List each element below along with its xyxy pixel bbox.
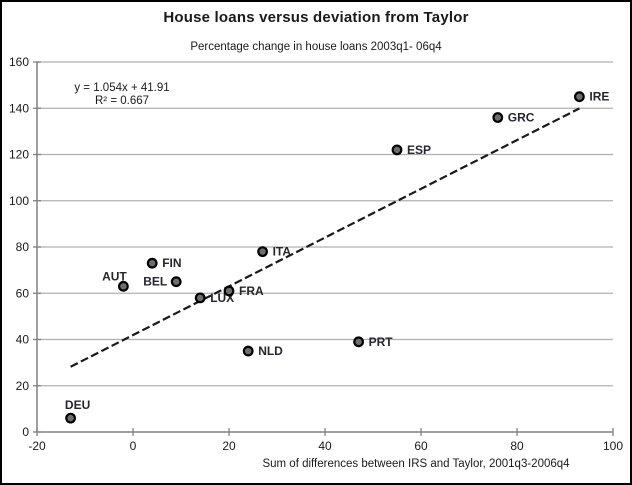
x-axis-title: Sum of differences between IRS and Taylo… [262,458,570,470]
y-tick-label-0: 0 [22,425,29,439]
trendline-equation: y = 1.054x + 41.91 [74,82,170,94]
chart-subtitle: Percentage change in house loans 2003q1-… [190,41,442,53]
x-tick-label-80: 80 [510,439,524,453]
x-tick-label-100: 100 [603,439,623,453]
point-label-FRA: FRA [239,284,264,298]
y-tick-label-140: 140 [9,101,29,115]
point-label-PRT: PRT [369,335,394,349]
x-tick-label-20: 20 [222,439,236,453]
y-tick-label-100: 100 [9,194,29,208]
point-label-FIN: FIN [162,256,181,270]
point-label-GRC: GRC [508,111,535,125]
x-tick-label--20: -20 [28,439,46,453]
data-point-BEL [170,276,182,288]
point-label-ESP: ESP [407,143,431,157]
data-point-ITA [257,246,269,258]
point-label-ITA: ITA [273,245,292,259]
y-tick-label-160: 160 [9,55,29,69]
point-label-BEL: BEL [143,275,167,289]
x-tick-label-40: 40 [318,439,332,453]
data-point-FRA [223,285,235,297]
y-tick-label-40: 40 [16,333,30,347]
y-tick-label-60: 60 [16,286,30,300]
point-label-DEU: DEU [65,398,90,412]
data-point-LUX [194,292,206,304]
x-tick-label-60: 60 [414,439,428,453]
point-label-IRE: IRE [589,90,609,104]
y-tick-label-20: 20 [16,379,30,393]
data-point-DEU [65,412,76,424]
trendline [70,107,580,368]
data-point-FIN [146,257,158,269]
data-point-IRE [574,91,585,103]
trendline-equation-box: y = 1.054x + 41.91 R² = 0.667 [52,82,192,108]
point-label-NLD: NLD [258,344,283,358]
data-point-ESP [391,144,403,156]
trendline-r-squared: R² = 0.667 [94,95,150,107]
y-tick-label-120: 120 [9,148,29,162]
data-point-AUT [117,280,129,292]
point-label-AUT: AUT [102,269,127,283]
chart-title: House loans versus deviation from Taylor [163,9,469,26]
data-point-GRC [492,112,504,123]
data-point-NLD [242,345,254,357]
y-tick-label-80: 80 [16,240,30,254]
data-point-PRT [353,336,365,348]
x-tick-label-0: 0 [130,439,137,453]
